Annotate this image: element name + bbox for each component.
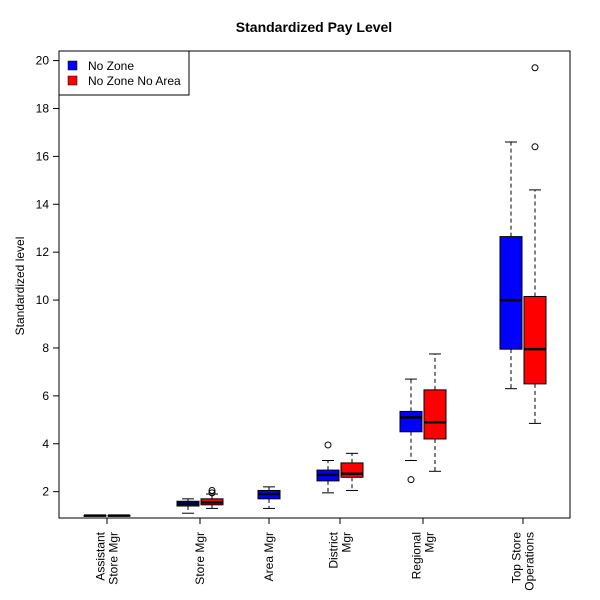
box — [200, 486, 224, 509]
box — [83, 514, 107, 517]
x-category-label: Top StoreOperations — [510, 532, 537, 591]
y-axis-label: Standardized level — [13, 237, 27, 336]
iqr-box — [399, 410, 423, 433]
legend-swatch — [67, 75, 78, 86]
x-category-label: AssistantStore Mgr — [94, 531, 121, 584]
chart-title: Standardized Pay Level — [236, 19, 392, 35]
y-tick-label: 14 — [36, 197, 50, 211]
outlier-point — [531, 64, 539, 72]
outlier-point — [531, 143, 539, 151]
outlier-point — [324, 441, 332, 449]
iqr-box — [340, 462, 364, 478]
y-axis: 2 4 6 8 10 12 14 16 18 20 — [36, 54, 60, 499]
y-tick-label: 10 — [36, 293, 50, 307]
series-no-zone — [83, 141, 523, 517]
y-tick-label: 12 — [36, 245, 50, 259]
box — [107, 514, 131, 517]
plot-frame — [58, 50, 571, 519]
box — [423, 353, 447, 472]
box — [340, 452, 364, 491]
y-tick-label: 4 — [42, 437, 49, 451]
legend-box — [58, 50, 190, 96]
box — [176, 498, 200, 514]
outlier-point — [208, 489, 216, 497]
y-tick-label: 8 — [42, 341, 49, 355]
box — [499, 141, 523, 390]
box — [316, 441, 340, 494]
y-tick-label: 16 — [36, 149, 50, 163]
legend-label: No Zone — [88, 59, 134, 73]
legend-swatch — [67, 60, 78, 71]
x-category-label: Store Mgr — [193, 532, 207, 585]
y-tick-label: 18 — [36, 101, 50, 115]
iqr-box — [523, 295, 547, 385]
box — [523, 64, 547, 424]
iqr-box — [423, 389, 447, 440]
outlier-point — [208, 486, 216, 494]
outlier-point — [407, 476, 415, 484]
box — [257, 486, 281, 509]
iqr-box — [499, 236, 523, 350]
x-category-label: DistrictMgr — [327, 531, 354, 568]
x-category-label: RegionalMgr — [410, 532, 437, 579]
x-axis: AssistantStore Mgr Store Mgr Area Mgr Distr… — [94, 518, 537, 591]
y-tick-label: 2 — [42, 485, 49, 499]
series-no-zone-no-area — [107, 64, 547, 517]
y-tick-label: 6 — [42, 389, 49, 403]
legend-label: No Zone No Area — [88, 74, 181, 88]
box-series-group — [83, 64, 547, 517]
box — [399, 378, 423, 484]
y-tick-label: 20 — [36, 54, 50, 68]
x-category-label: Area Mgr — [262, 532, 276, 581]
